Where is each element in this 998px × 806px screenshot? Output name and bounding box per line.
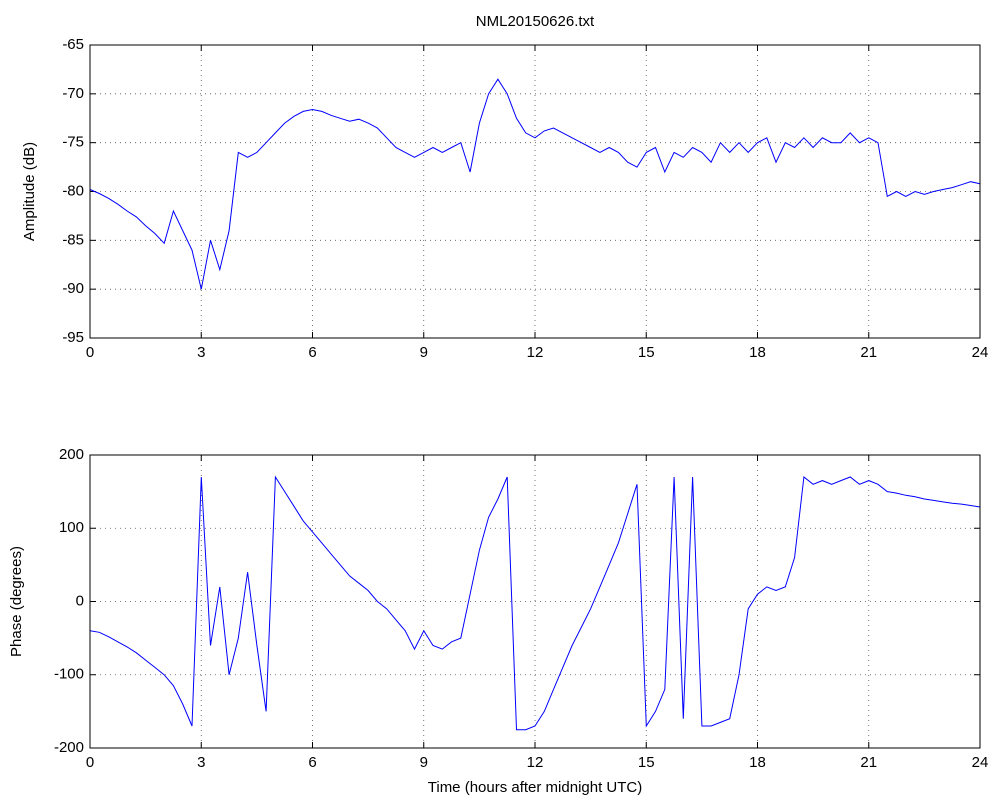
y-tick-label: -100 [54,666,84,683]
y-tick-label: -95 [62,329,84,346]
axes-frame [89,44,981,339]
x-tick-label: 18 [749,754,766,771]
chart-title: NML20150626.txt [476,13,595,30]
y-tick-label: -200 [54,739,84,756]
x-tick-label: 21 [860,344,877,361]
y-tick-label: -85 [62,231,84,248]
x-tick-label: 9 [420,344,428,361]
x-tick-label: 6 [308,754,316,771]
y-tick-label: -90 [62,280,84,297]
data-line [89,475,981,731]
y-tick-label: -65 [62,36,84,53]
y-tick-label: 200 [59,446,84,463]
x-tick-label: 3 [197,344,205,361]
x-tick-label: 0 [86,344,94,361]
y-tick-label: -80 [62,182,84,199]
x-tick-label: 15 [638,754,655,771]
x-tick-label: 18 [749,344,766,361]
x-tick-label: 12 [527,754,544,771]
x-tick-label: 15 [638,344,655,361]
axes-frame [89,454,981,749]
y-tick-label: -70 [62,85,84,102]
y-tick-label: 0 [76,592,84,609]
y-tick-label: 100 [59,519,84,536]
x-tick-label: 24 [972,344,989,361]
data-line [89,78,981,290]
x-tick-label: 21 [860,754,877,771]
y-axis-label: Phase (degrees) [8,546,25,657]
y-tick-label: -75 [62,134,84,151]
x-tick-label: 6 [308,344,316,361]
x-tick-label: 0 [86,754,94,771]
x-axis-label: Time (hours after midnight UTC) [428,779,643,796]
x-tick-label: 9 [420,754,428,771]
y-axis-label: Amplitude (dB) [21,142,38,241]
x-tick-label: 24 [972,754,989,771]
x-tick-label: 12 [527,344,544,361]
x-tick-label: 3 [197,754,205,771]
